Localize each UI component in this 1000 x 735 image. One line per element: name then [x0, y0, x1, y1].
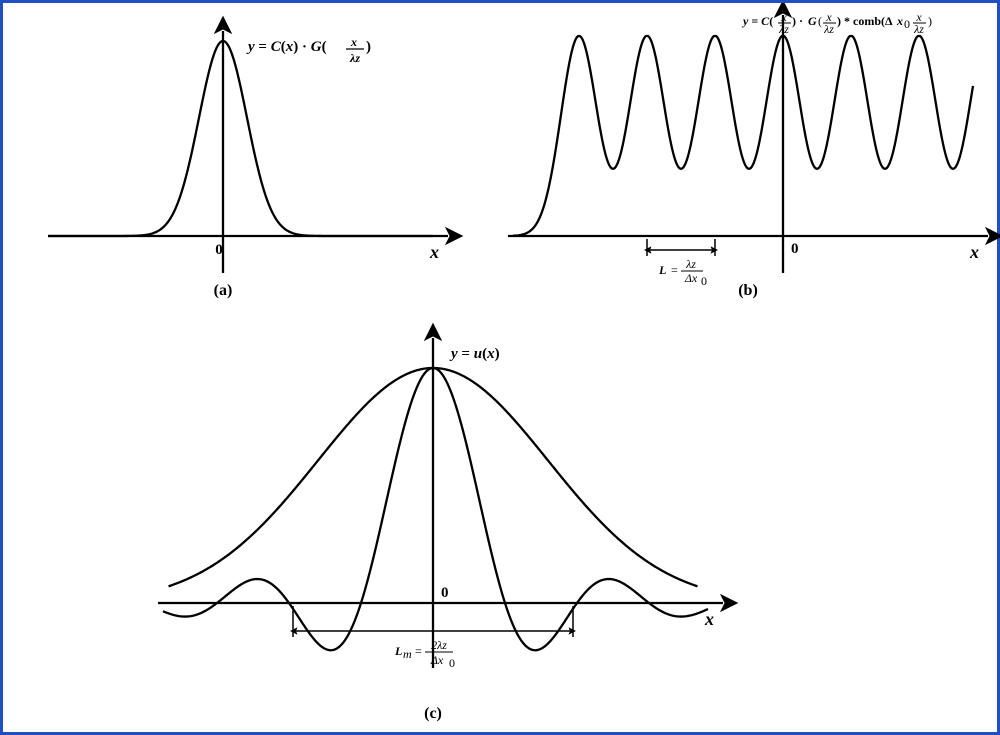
- svg-text:L: L: [394, 644, 402, 658]
- svg-text:λz: λz: [778, 22, 789, 36]
- equation-b: y = C(: [741, 14, 773, 28]
- svg-text:L: L: [658, 263, 666, 277]
- svg-text:2λz: 2λz: [431, 638, 447, 652]
- svg-text:Δx: Δx: [684, 271, 698, 285]
- svg-text:=: =: [671, 263, 678, 277]
- svg-text:x: x: [704, 609, 714, 629]
- svg-text:λz: λz: [349, 51, 360, 65]
- svg-text:(b): (b): [738, 282, 758, 299]
- panel-b: 0x(b)y = C(xλz) · G(xλz) * comb(Δx0xλz)L…: [508, 10, 988, 299]
- svg-text:λz: λz: [913, 22, 924, 36]
- svg-text:G: G: [808, 14, 817, 28]
- gaussian-curve: [48, 41, 433, 236]
- svg-text:y = C(x) · G(: y = C(x) · G(: [246, 39, 327, 55]
- svg-text:): ): [366, 39, 371, 55]
- svg-text:λz: λz: [685, 257, 696, 271]
- svg-text:) * comb(Δ: ) * comb(Δ: [837, 14, 893, 28]
- svg-text:0: 0: [449, 656, 455, 670]
- svg-text:0: 0: [701, 274, 707, 288]
- panel-c: 0 x (c) y = u(x) Lm= 2λzΔx 0: [158, 338, 723, 722]
- svg-text:) ·: ) ·: [792, 14, 803, 28]
- svg-text:λz: λz: [823, 22, 834, 36]
- svg-text:m: m: [403, 647, 412, 661]
- equation-c: y = u(x): [449, 346, 500, 362]
- panel-label: (a): [214, 282, 233, 299]
- svg-text:x: x: [350, 35, 357, 49]
- svg-text:(: (: [818, 14, 822, 28]
- figure-svg: 0x(a)y = C(x) · G(xλz) 0x(b)y = C(xλz) ·…: [3, 3, 1000, 735]
- panel-a: 0 x (a) y = C(x) · G( x λz): [48, 31, 448, 299]
- equation-a: y = C(x) · G( x λz): [246, 35, 371, 65]
- svg-text:=: =: [415, 644, 422, 658]
- origin-label: 0: [215, 242, 223, 258]
- svg-text:Δx: Δx: [430, 653, 444, 667]
- svg-text:0: 0: [904, 17, 910, 31]
- svg-text:0: 0: [441, 585, 449, 601]
- x-axis-label: x: [429, 242, 439, 262]
- svg-text:x: x: [896, 14, 903, 28]
- svg-text:(c): (c): [424, 705, 442, 722]
- svg-text:0: 0: [791, 241, 799, 257]
- comb-curve: [513, 36, 973, 236]
- svg-text:x: x: [969, 242, 979, 262]
- sinc-curve: [163, 368, 708, 650]
- spacing-annotation: L = λzΔx0: [647, 239, 715, 288]
- svg-text:): ): [928, 14, 932, 28]
